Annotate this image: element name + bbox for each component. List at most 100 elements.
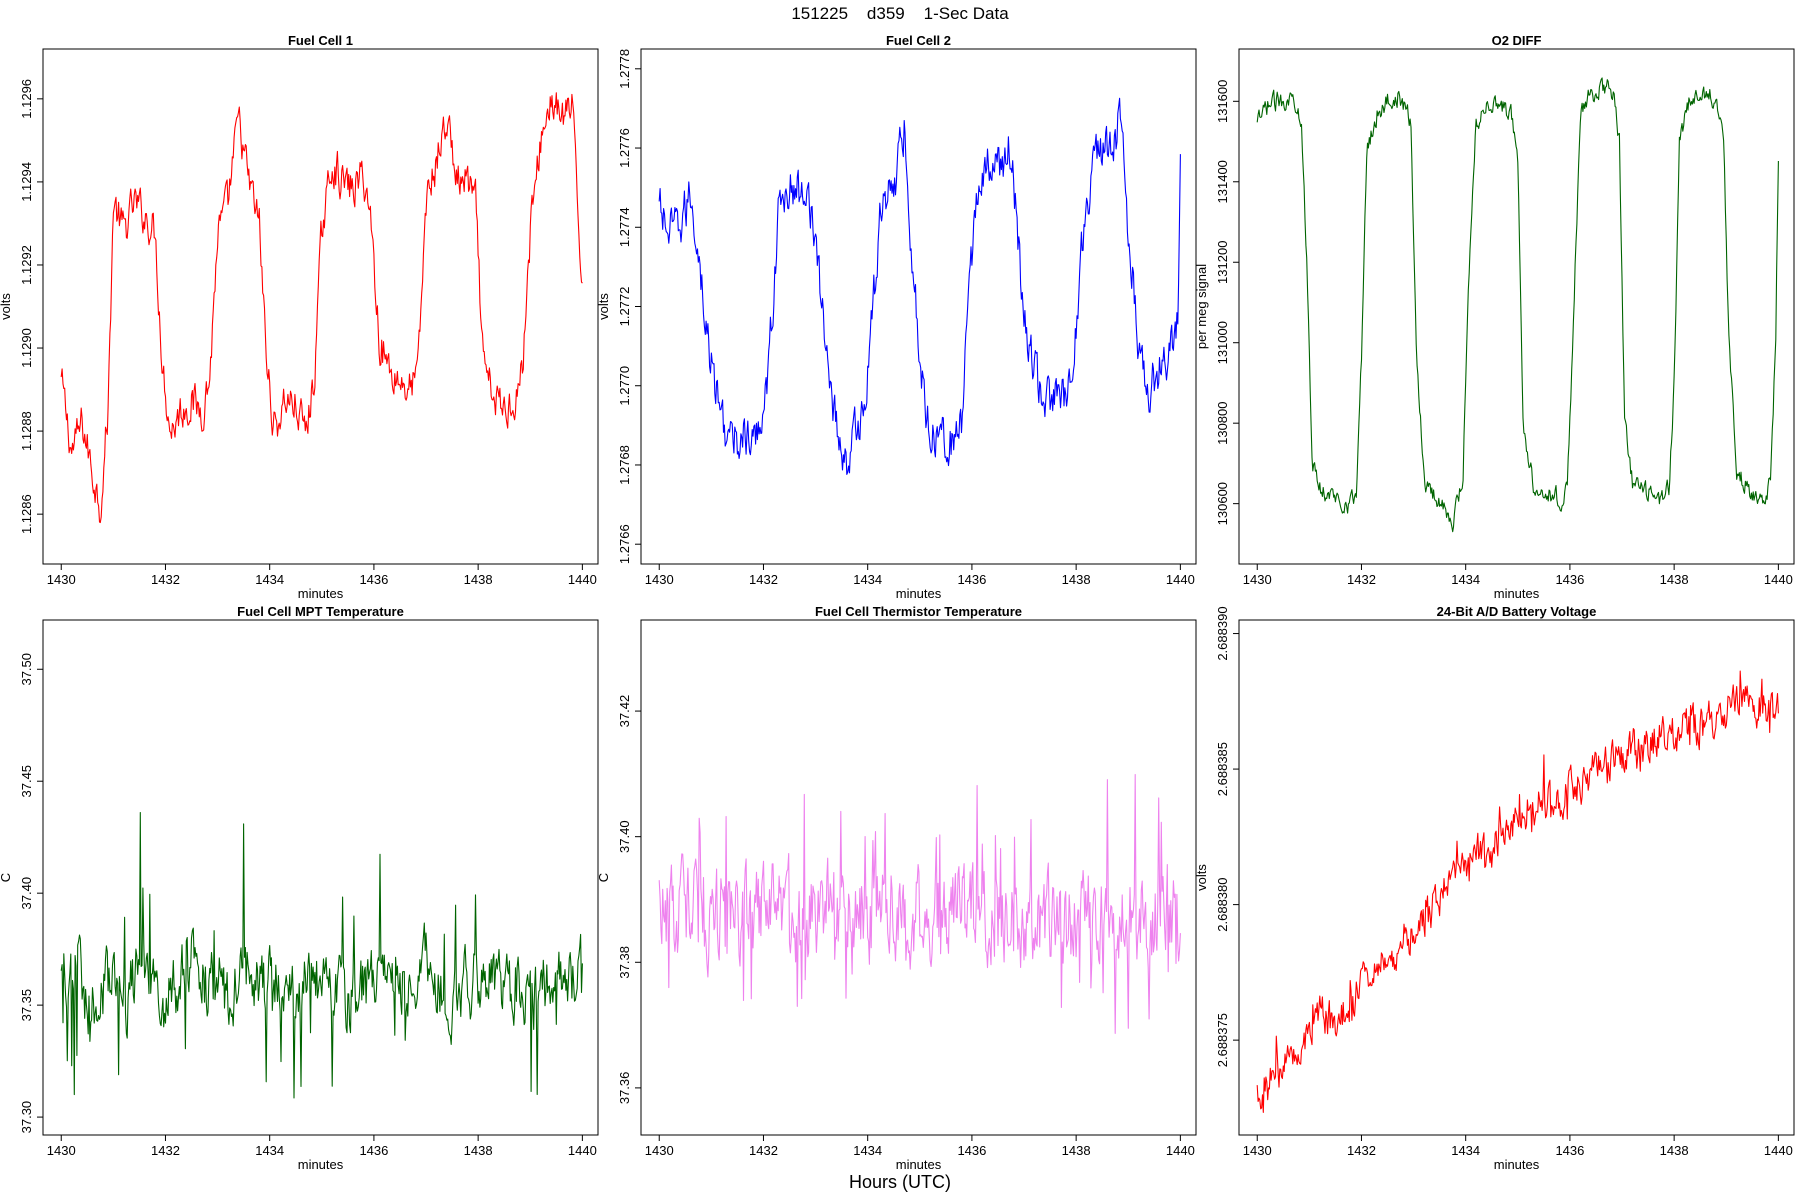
y-tick-label: 37.40 [617,820,632,853]
x-tick-label: 1438 [1660,1143,1689,1158]
y-tick-label: 130600 [1215,482,1230,525]
y-tick-label: 131400 [1215,160,1230,203]
y-tick-label: 2.688385 [1215,742,1230,796]
panel-title: Fuel Cell 2 [886,33,951,48]
panel-title: Fuel Cell Thermistor Temperature [815,604,1022,619]
x-tick-label: 1438 [1660,572,1689,587]
y-tick-label: 131000 [1215,321,1230,364]
panel-title: Fuel Cell MPT Temperature [237,604,404,619]
x-tick-label: 1432 [1347,1143,1376,1158]
x-tick-label: 1436 [359,1143,388,1158]
y-axis-label: volts [0,293,13,320]
x-tick-label: 1440 [568,572,597,587]
y-tick-label: 37.42 [617,695,632,728]
y-axis-label: volts [596,293,611,320]
chart-panels: Fuel Cell 1 1430 1432 1434 1436 1438 1440 minut… [0,33,1795,1172]
y-tick-label: 37.50 [19,653,34,686]
x-tick-label: 1430 [47,572,76,587]
panel-4: Fuel Cell MPT Temperature 1430 1432 1434 143… [0,604,599,1172]
plot-frame [1238,619,1795,1136]
x-tick-label: 1434 [1451,572,1480,587]
x-tick-label: 1430 [1243,572,1272,587]
footer-label: Hours (UTC) [849,1172,951,1192]
x-axis-label: minutes [1494,1157,1540,1172]
y-axis-label: C [0,873,13,882]
y-tick-label: 1.2778 [617,49,632,89]
panel-2: Fuel Cell 2 1430 1432 1434 1436 1438 1440 minut… [596,33,1197,601]
x-tick-label: 1436 [957,572,986,587]
panel-title: Fuel Cell 1 [288,33,353,48]
series-line [1256,670,1779,1113]
x-tick-label: 1434 [1451,1143,1480,1158]
x-tick-label: 1432 [749,572,778,587]
y-tick-label: 1.1294 [19,162,34,202]
y-axis-label: C [596,873,611,882]
y-tick-label: 1.2776 [617,128,632,168]
x-axis-label: minutes [298,586,344,601]
y-tick-label: 131600 [1215,80,1230,123]
plot-frame [42,48,599,565]
x-tick-label: 1434 [853,1143,882,1158]
y-tick-label: 37.30 [19,1101,34,1134]
series-line [658,773,1181,1034]
panel-5: Fuel Cell Thermistor Temperature 1430 1432… [596,604,1197,1172]
y-tick-label: 1.1292 [19,245,34,285]
y-axis-label: per meg signal [1194,264,1209,349]
x-tick-label: 1440 [1166,1143,1195,1158]
x-tick-label: 1440 [1166,572,1195,587]
y-tick-label: 37.45 [19,765,34,798]
x-tick-label: 1440 [1764,572,1793,587]
x-tick-label: 1432 [151,572,180,587]
x-axis-label: minutes [896,1157,942,1172]
y-tick-label: 37.40 [19,877,34,910]
plot-frame [640,48,1197,565]
y-tick-label: 37.38 [617,946,632,979]
series-line [60,811,583,1099]
panel-title: 24-Bit A/D Battery Voltage [1437,604,1597,619]
y-tick-label: 2.688390 [1215,606,1230,660]
x-tick-label: 1434 [255,572,284,587]
x-tick-label: 1440 [1764,1143,1793,1158]
x-tick-label: 1438 [1062,1143,1091,1158]
x-tick-label: 1436 [1555,1143,1584,1158]
y-tick-label: 1.1290 [19,328,34,368]
x-tick-label: 1430 [645,572,674,587]
y-tick-label: 130800 [1215,401,1230,444]
x-tick-label: 1440 [568,1143,597,1158]
panel-3: O2 DIFF 1430 1432 1434 1436 1438 1440 minutes 13… [1194,33,1795,601]
page-title: 151225 d359 1-Sec Data [791,4,1009,23]
y-tick-label: 1.2768 [617,445,632,485]
x-tick-label: 1430 [47,1143,76,1158]
x-tick-label: 1438 [464,1143,493,1158]
series-line [658,97,1181,475]
y-axis-label: volts [1194,864,1209,891]
x-tick-label: 1436 [1555,572,1584,587]
x-axis-label: minutes [298,1157,344,1172]
y-tick-label: 1.2772 [617,287,632,327]
plot-frame [42,619,599,1136]
y-tick-label: 37.35 [19,989,34,1022]
x-tick-label: 1434 [853,572,882,587]
y-tick-label: 1.1288 [19,411,34,451]
y-tick-label: 1.2766 [617,524,632,564]
x-tick-label: 1438 [1062,572,1091,587]
series-line [60,92,583,524]
plot-frame [1238,48,1795,565]
y-tick-label: 2.688375 [1215,1013,1230,1067]
x-tick-label: 1436 [957,1143,986,1158]
y-tick-label: 1.2774 [617,207,632,247]
y-tick-label: 1.1286 [19,494,34,534]
x-tick-label: 1438 [464,572,493,587]
x-tick-label: 1432 [1347,572,1376,587]
y-tick-label: 1.1296 [19,79,34,119]
y-tick-label: 2.688380 [1215,877,1230,931]
series-line [1256,77,1779,533]
x-tick-label: 1430 [645,1143,674,1158]
x-tick-label: 1430 [1243,1143,1272,1158]
x-tick-label: 1436 [359,572,388,587]
x-tick-label: 1434 [255,1143,284,1158]
y-tick-label: 131200 [1215,241,1230,284]
y-tick-label: 37.36 [617,1072,632,1105]
x-tick-label: 1432 [749,1143,778,1158]
